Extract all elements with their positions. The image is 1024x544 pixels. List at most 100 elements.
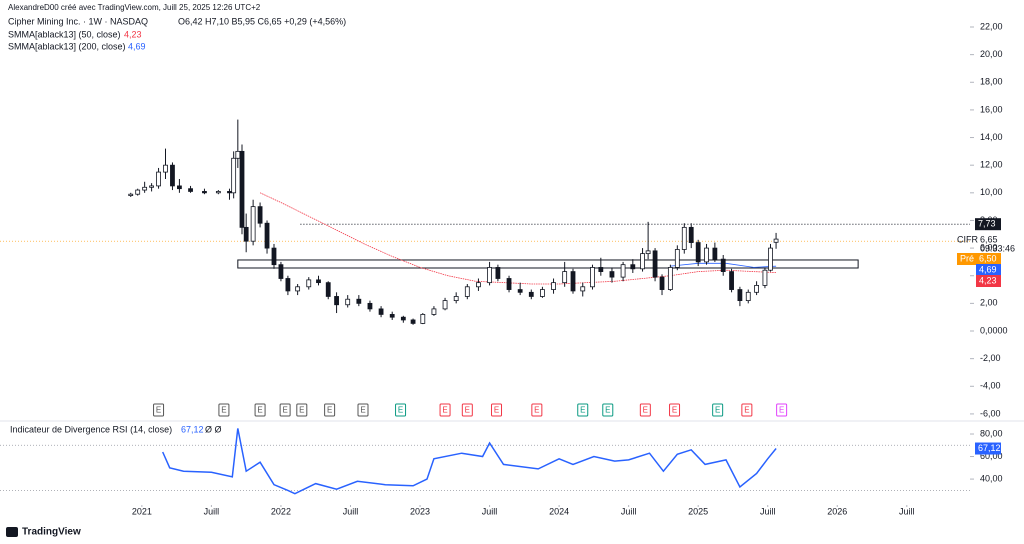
rsi-last-bg: [975, 442, 1001, 455]
candle-body: [306, 279, 312, 288]
level-label: 7,73: [978, 219, 996, 229]
candle-body: [442, 300, 448, 310]
x-tick-label: 2021: [132, 506, 152, 516]
candle-body: [202, 191, 207, 194]
candle-body: [517, 289, 523, 293]
smma-line: [259, 192, 777, 285]
y-tick-label: -2,00: [980, 353, 1001, 363]
candle-body: [590, 267, 595, 288]
candle-body: [215, 191, 221, 194]
x-tick-label: Juill: [482, 506, 498, 516]
event-label: E: [643, 406, 648, 415]
event-marker: [741, 403, 753, 417]
event-marker: [324, 403, 336, 417]
y-tick-label: 40,00: [980, 473, 1003, 483]
candle-body: [295, 286, 301, 292]
y-tick-label: 60,00: [980, 451, 1003, 461]
brand: TradingView: [22, 527, 81, 538]
candle-body: [773, 238, 779, 243]
event-label: E: [360, 406, 365, 415]
candle-body: [762, 269, 768, 286]
candle-body: [410, 319, 416, 324]
candle-body: [356, 298, 362, 304]
y-tick-label: 16,00: [980, 104, 1003, 114]
candle-body: [345, 298, 351, 306]
y-tick-label: 20,00: [980, 49, 1003, 59]
event-label: E: [156, 406, 161, 415]
premarket-tag-bg: [957, 253, 976, 265]
candle-body: [243, 226, 249, 242]
event-label: E: [744, 406, 749, 415]
candle-body: [389, 314, 395, 318]
legend-value: 4,69: [128, 41, 146, 51]
candle-body: [506, 278, 512, 290]
candle-body: [239, 150, 245, 228]
event-marker: [639, 403, 651, 417]
event-marker: [712, 403, 724, 417]
smma-line: [670, 262, 777, 268]
smma-value: 4,69: [979, 264, 997, 274]
rsi-last: 67,12: [978, 443, 1001, 453]
event-marker: [602, 403, 614, 417]
x-tick-label: 2025: [688, 506, 708, 516]
event-label: E: [672, 406, 677, 415]
candle-body: [645, 250, 651, 255]
candle-body: [177, 185, 182, 190]
event-label: E: [605, 406, 610, 415]
last-price: 6,65: [980, 234, 998, 244]
event-marker: [669, 403, 681, 417]
x-tick-label: 2026: [827, 506, 847, 516]
candle-body: [754, 285, 759, 293]
event-label: E: [779, 406, 784, 415]
candle-body: [737, 289, 743, 302]
logo: [6, 527, 18, 537]
y-tick-label: 80,00: [980, 428, 1003, 438]
candle-body: [667, 267, 673, 290]
candle-body: [334, 296, 339, 306]
symbol-label: CIFR: [957, 234, 978, 244]
y-tick-label: 12,00: [980, 160, 1003, 170]
event-marker: [296, 403, 308, 417]
candle-body: [674, 249, 680, 268]
zone: [237, 259, 859, 269]
candle-body: [367, 302, 373, 310]
candle-body: [250, 206, 256, 242]
candle-body: [420, 314, 426, 324]
candle-body: [695, 242, 701, 263]
candle-body: [264, 222, 270, 249]
x-tick-label: Juill: [899, 506, 915, 516]
candle-body: [453, 296, 459, 302]
event-marker: [395, 403, 407, 417]
candle-body: [495, 267, 501, 279]
event-label: E: [465, 406, 470, 415]
event-marker: [439, 403, 451, 417]
event-label: E: [398, 406, 403, 415]
countdown: 09:33:46: [980, 243, 1015, 253]
y-tick-label: 0,0000: [980, 325, 1008, 335]
event-marker: [254, 403, 266, 417]
candle-body: [257, 206, 263, 224]
candle-body: [598, 267, 604, 272]
candle-body: [227, 191, 232, 194]
candle-body: [630, 264, 636, 270]
smma-value-bg: [976, 264, 1001, 276]
candle-body: [704, 247, 709, 263]
candle-body: [128, 193, 134, 196]
event-marker: [577, 403, 589, 417]
x-tick-label: 2024: [549, 506, 569, 516]
candle-body: [142, 186, 148, 191]
event-marker: [218, 403, 230, 417]
rsi-line: [162, 428, 777, 495]
event-marker: [153, 403, 165, 417]
premarket-value: 6,50: [979, 253, 997, 263]
y-tick-label: 6,00: [980, 242, 998, 252]
candle-body: [476, 282, 481, 288]
symbol-title: Cipher Mining Inc. · 1W · NASDAQ: [8, 16, 148, 26]
candle-body: [540, 289, 545, 297]
event-label: E: [580, 406, 585, 415]
candle-body: [135, 189, 141, 195]
event-marker: [531, 403, 543, 417]
legend-value: 4,23: [124, 29, 142, 39]
candle-body: [163, 164, 168, 173]
candle-body: [378, 308, 384, 315]
